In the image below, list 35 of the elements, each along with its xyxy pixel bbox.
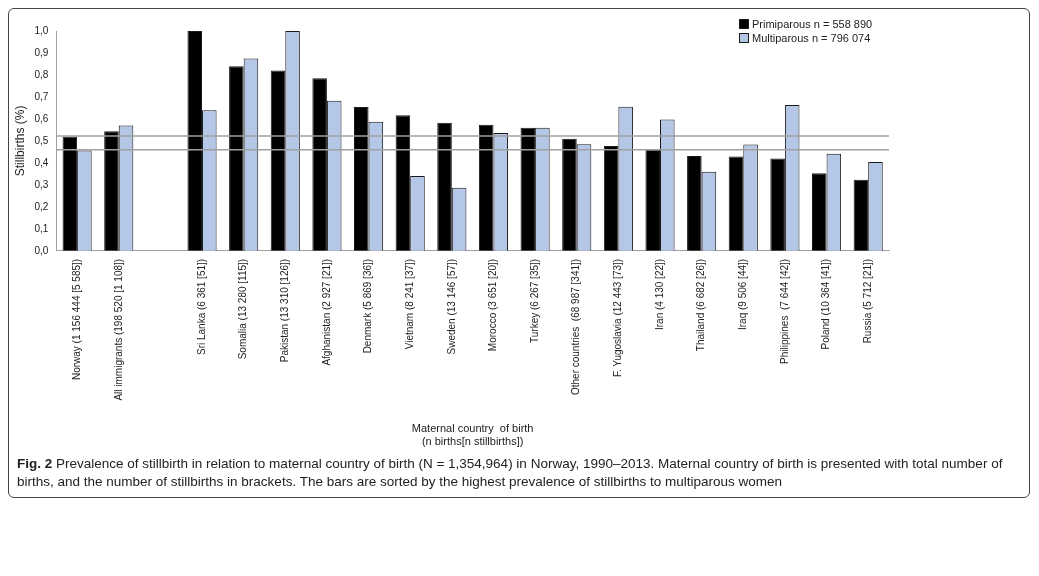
x-tick-label: Philippines (7 644 [42]) xyxy=(778,258,790,364)
x-tick-label: Denmark (5 869 [36]) xyxy=(362,258,374,354)
x-tick-label: Other countries (68 987 [341]) xyxy=(570,258,582,396)
caption: Fig. 2 Prevalence of stillbirth in relation to maternal country of birth (N = 1,354,964) in Norway, 1990–2013. Maternal country of birth is presented with total number of births, and the number of stillbirths in brackets. The bars are sorted by the highest prevalence of stillbirths to multiparous women xyxy=(17,456,1003,489)
x-tick-label: Afghanistan (2 927 [21]) xyxy=(320,258,332,366)
y-tick-label: 1,0 xyxy=(34,24,49,36)
x-tick-label: Sri Lanka (6 361 [51]) xyxy=(195,258,207,356)
y-tick-label: 0,8 xyxy=(34,68,49,80)
x-tick-label: Pakistan (13 310 [126]) xyxy=(279,258,291,363)
x-tick-label: Somalia (13 280 [115]) xyxy=(237,258,249,360)
x-tick-label: Turkey (6 267 [35]) xyxy=(528,258,540,343)
x-tick-label: Norway (1 156 444 [5 585]) xyxy=(70,258,82,381)
y-tick-label: 0,7 xyxy=(34,90,49,102)
x-tick-label: Iraq (9 506 [44]) xyxy=(737,258,749,331)
x-tick-label: F. Yugoslavia (12 443 [73]) xyxy=(612,258,624,378)
x-tick-label: Poland (10 364 [41]) xyxy=(820,258,832,350)
x-tick-label: Thailand (6 682 [26]) xyxy=(695,258,707,352)
x-tick-label: Vietnam (8 241 [37]) xyxy=(403,258,415,350)
x-tick-label: Iran (4 130 [22]) xyxy=(653,258,665,331)
y-tick-label: 0,9 xyxy=(34,46,49,58)
y-tick-label: 0,4 xyxy=(34,156,49,168)
x-tick-label: Russia (5 712 [21]) xyxy=(861,258,873,344)
legend-label: Primiparous n = 558 890 xyxy=(752,17,873,31)
y-tick-label: 0,5 xyxy=(34,134,49,146)
y-tick-label: 0,3 xyxy=(34,178,49,190)
y-axis-title: Stillbirths (%) xyxy=(12,105,27,177)
x-tick-label: All immigrants (198 520 [1 108]) xyxy=(112,258,124,401)
x-tick-label: Sweden (13 146 [57]) xyxy=(445,258,457,355)
y-tick-label: 0,1 xyxy=(34,222,49,234)
x-axis-title: Maternal country of birth (n births[n stillbirths]) xyxy=(411,422,534,448)
legend-label: Multiparous n = 796 074 xyxy=(752,31,871,45)
x-tick-label: Morocco (3 651 [20]) xyxy=(487,258,499,352)
y-tick-label: 0,2 xyxy=(34,200,49,212)
y-tick-label: 0,6 xyxy=(34,112,49,124)
y-tick-label: 0,0 xyxy=(34,244,49,256)
